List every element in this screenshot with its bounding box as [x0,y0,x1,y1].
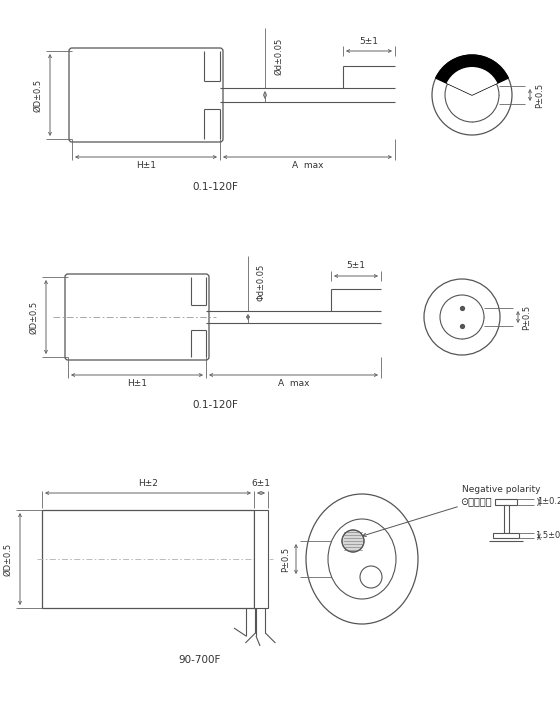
Bar [495,499,517,505]
Text: 5±1: 5±1 [360,37,379,45]
Wedge shape [436,55,508,95]
Text: A  max: A max [278,380,309,389]
Text: ØD±0.5: ØD±0.5 [3,542,12,575]
Text: 90-700F: 90-700F [179,655,221,665]
Text: 1.5±0.2: 1.5±0.2 [535,531,560,540]
Ellipse shape [445,68,499,122]
Text: P±0.5: P±0.5 [522,305,531,329]
Text: 0.1-120F: 0.1-120F [192,182,238,192]
Text: 5±1: 5±1 [347,262,366,271]
Text: H±1: H±1 [127,380,147,389]
Text: A  max: A max [292,161,323,170]
Text: ØD±0.5: ØD±0.5 [34,78,43,112]
Ellipse shape [432,55,512,135]
Text: ØD±0.5: ØD±0.5 [30,300,39,334]
Ellipse shape [424,279,500,355]
Wedge shape [447,67,497,95]
Text: 6±1: 6±1 [251,479,270,489]
Text: Φd±0.05: Φd±0.05 [256,264,265,300]
Text: H±1: H±1 [136,161,156,170]
Text: Ød±0.05: Ød±0.05 [274,37,283,75]
Ellipse shape [328,519,396,599]
Text: ⊙负极标识: ⊙负极标识 [460,496,492,506]
Circle shape [342,530,364,552]
Text: 1±0.2: 1±0.2 [538,498,560,506]
Text: P±0.5: P±0.5 [282,547,291,571]
Ellipse shape [306,494,418,624]
Bar [42,510,254,608]
Bar [254,510,268,608]
Circle shape [360,566,382,588]
Text: H±2: H±2 [138,479,158,489]
Ellipse shape [440,295,484,339]
Text: 0.1-120F: 0.1-120F [192,400,238,410]
Bar [503,505,508,533]
Text: Negative polarity: Negative polarity [462,484,540,493]
FancyBboxPatch shape [65,274,209,360]
Bar [493,533,519,538]
Text: P±0.5: P±0.5 [535,83,544,107]
FancyBboxPatch shape [69,48,223,142]
